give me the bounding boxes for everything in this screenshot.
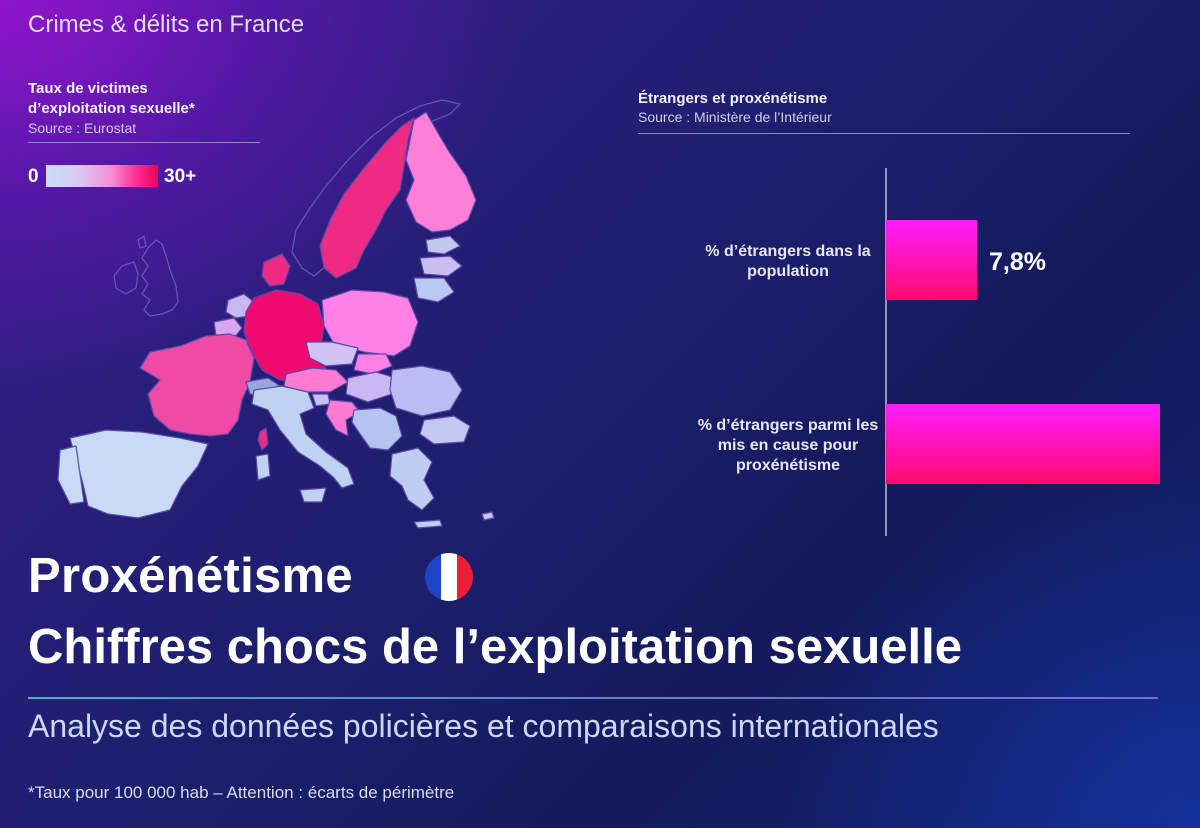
crete [413,519,443,529]
slovakia [353,353,393,375]
bar-chart: 7,8%% d’étrangers dans lapopulation24%% … [698,168,1160,536]
croatia [325,399,361,437]
bar-chart-divider [638,133,1130,134]
bar-category-label-1-0: % d’étrangers parmi les [698,417,879,434]
map-divider [28,142,260,143]
subtitle: Analyse des données policières et compar… [28,708,939,744]
legend-min-label: 0 [28,166,39,187]
headline-divider [28,697,1158,699]
portugal [57,445,85,505]
spain [69,429,209,519]
france-flag-icon [425,553,473,601]
romania [389,365,463,417]
uk-outline [113,235,179,317]
headline-line2: Chiffres chocs de l’exploitation sexuell… [28,620,962,674]
hungary [345,371,397,403]
bar-value-label-0: 7,8% [989,248,1046,276]
bar-0 [886,220,977,300]
cyprus [481,511,495,521]
map-source: Source : Eurostat [28,120,137,136]
bar-category-label-0-1: population [747,263,829,280]
bar-category-label-1-2: proxénétisme [736,457,840,474]
bar-category-label-1-1: mis en cause pour [718,437,859,454]
belgium [213,317,243,339]
sicily [299,487,327,503]
europe-map [57,99,495,529]
legend-color-scale [46,165,158,187]
footnote: *Taux pour 100 000 hab – Attention : éca… [28,783,455,802]
poland [321,289,419,357]
headline-line1: Proxénétisme [28,549,353,603]
map-title-line1: Taux de victimes [28,80,148,97]
bar-chart-source: Source : Ministère de l’Intérieur [638,109,832,125]
greece [389,447,435,511]
bulgaria [419,415,471,445]
category-tag: Crimes & délits en France [28,11,305,38]
sardinia [255,453,271,481]
corsica [257,427,269,451]
map-title-line2: d’exploitation sexuelle* [28,100,195,117]
estonia [425,235,461,255]
finland [405,111,477,233]
italy [251,385,355,489]
czechia [305,341,359,367]
denmark [261,253,291,287]
legend-max-label: 30+ [164,166,197,187]
bar-chart-title: Étrangers et proxénétisme [638,90,828,107]
france [139,333,255,437]
balkans [351,407,403,451]
latvia [419,255,463,277]
map-title: Taux de victimes d’exploitation sexuelle… [28,79,268,119]
slovenia [311,393,331,407]
bar-1 [886,404,1160,484]
sweden [319,117,415,279]
lithuania [413,277,455,303]
bar-category-label-0-0: % d’étrangers dans la [705,243,870,260]
